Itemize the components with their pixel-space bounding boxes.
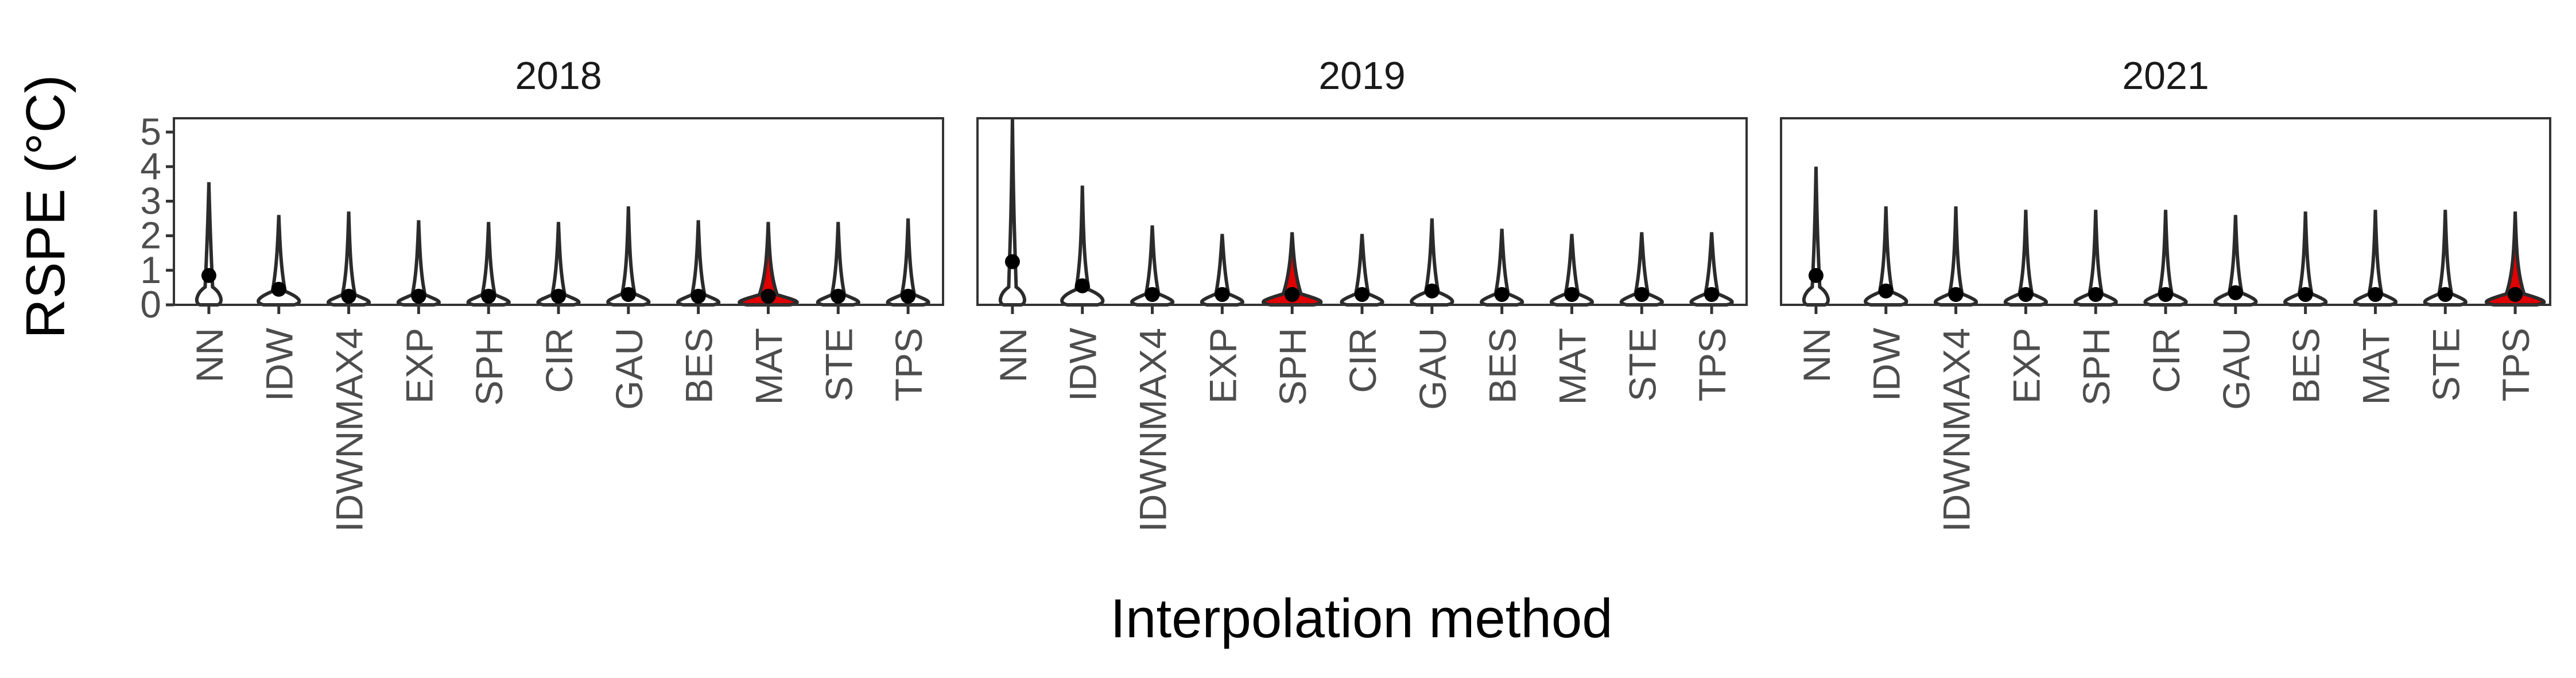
x-tick-label: IDWNMAX4 — [328, 328, 371, 532]
mean-point-CIR — [1355, 286, 1370, 302]
mean-point-TPS — [2508, 286, 2523, 302]
mean-point-BES — [690, 288, 706, 304]
x-axis-title: Interpolation method — [1110, 588, 1612, 649]
violin-NN — [998, 118, 1026, 307]
y-tick-label: 1 — [140, 249, 161, 291]
mean-point-IDWNMAX4 — [1145, 286, 1160, 302]
x-tick-label: BES — [678, 328, 720, 404]
mean-point-EXP — [1215, 286, 1230, 302]
mean-point-NN — [1808, 268, 1824, 283]
x-tick-label: EXP — [2005, 328, 2047, 404]
mean-point-STE — [2438, 286, 2453, 302]
x-tick-label: BES — [2285, 328, 2327, 404]
x-tick-label: SPH — [2075, 328, 2117, 406]
x-tick-label: GAU — [2215, 328, 2257, 410]
mean-point-EXP — [411, 288, 426, 304]
x-tick-label: IDW — [1865, 327, 1908, 401]
mean-point-BES — [2298, 286, 2313, 302]
mean-point-GAU — [620, 286, 636, 302]
x-tick-label: GAU — [1411, 328, 1454, 410]
mean-point-EXP — [2018, 286, 2034, 302]
x-tick-label: CIR — [2145, 328, 2187, 393]
mean-point-GAU — [2228, 285, 2243, 300]
mean-point-MAT — [2368, 286, 2383, 302]
mean-point-TPS — [901, 288, 916, 304]
x-tick-label: MAT — [747, 328, 790, 405]
y-tick-label: 3 — [140, 179, 161, 222]
x-tick-label: CIR — [538, 328, 580, 393]
panel-border — [173, 117, 944, 306]
violin-NN — [1802, 166, 1830, 307]
mean-point-IDW — [1074, 278, 1090, 293]
x-tick-label: STE — [2424, 328, 2467, 401]
x-tick-label: IDW — [258, 327, 301, 401]
y-tick-label: 5 — [140, 110, 161, 153]
x-tick-label: BES — [1481, 328, 1524, 404]
x-tick-label: TPS — [1691, 328, 1733, 401]
facet-title: 2018 — [515, 54, 602, 98]
mean-point-CIR — [2158, 286, 2173, 302]
mean-point-IDW — [1878, 283, 1894, 299]
mean-point-MAT — [1564, 286, 1580, 302]
y-tick-label: 0 — [140, 283, 161, 326]
facet-panel-2021: 2021 NN IDW IDWNMAX4 EXP SPH CIR GAU BES MAT STE TP… — [1780, 54, 2551, 532]
mean-point-MAT — [761, 288, 776, 304]
mean-point-NN — [1004, 254, 1020, 269]
x-tick-label: NN — [188, 328, 231, 382]
x-tick-label: CIR — [1341, 328, 1384, 393]
mean-point-STE — [831, 288, 846, 304]
x-tick-label: IDW — [1062, 327, 1104, 401]
mean-point-STE — [1634, 286, 1650, 302]
x-tick-label: SPH — [468, 328, 510, 406]
x-tick-label: GAU — [608, 328, 650, 410]
x-tick-label: IDWNMAX4 — [1132, 328, 1174, 532]
x-tick-label: EXP — [1201, 328, 1244, 404]
mean-point-BES — [1494, 286, 1510, 302]
mean-point-IDWNMAX4 — [341, 288, 356, 304]
x-tick-label: STE — [817, 328, 860, 401]
facet-panel-2019: 2019 NN IDW IDWNMAX4 EXP SPH CIR GAU BES MAT STE TP… — [976, 54, 1748, 532]
panel-border — [1780, 117, 2551, 306]
mean-point-NN — [201, 268, 216, 283]
mean-point-SPH — [2088, 286, 2104, 302]
panel-border — [976, 117, 1748, 306]
x-tick-label: SPH — [1271, 328, 1314, 406]
facet-panel-2018: 2018 NN IDW IDWNMAX4 EXP SPH CIR GAU BES MAT STE TP… — [173, 54, 944, 532]
mean-point-TPS — [1704, 286, 1720, 302]
mean-point-SPH — [481, 288, 496, 304]
y-tick-label: 2 — [140, 214, 161, 257]
violin-NN — [195, 182, 223, 307]
mean-point-SPH — [1285, 286, 1300, 302]
facet-title: 2019 — [1318, 54, 1405, 98]
x-tick-label: EXP — [398, 328, 440, 404]
x-tick-label: STE — [1621, 328, 1663, 401]
mean-point-GAU — [1424, 283, 1440, 299]
x-tick-label: MAT — [1551, 328, 1593, 405]
x-tick-label: NN — [1795, 328, 1838, 382]
facet-title: 2021 — [2122, 54, 2209, 98]
mean-point-CIR — [551, 288, 566, 304]
x-tick-label: MAT — [2354, 328, 2397, 405]
x-tick-label: TPS — [887, 328, 930, 401]
x-tick-label: IDWNMAX4 — [1935, 328, 1978, 532]
mean-point-IDW — [271, 281, 286, 297]
mean-point-IDWNMAX4 — [1948, 286, 1964, 302]
x-tick-label: NN — [992, 328, 1034, 382]
y-tick-label: 4 — [140, 145, 161, 187]
x-tick-label: TPS — [2494, 328, 2537, 401]
y-axis-title: RSPE (°C) — [15, 75, 76, 339]
